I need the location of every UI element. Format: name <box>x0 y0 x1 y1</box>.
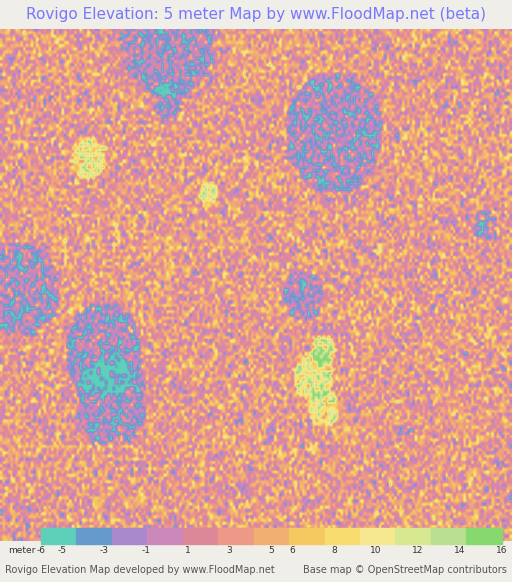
Text: -1: -1 <box>141 546 150 555</box>
Bar <box>183 528 218 544</box>
Bar <box>325 528 360 544</box>
Bar <box>289 528 325 544</box>
Text: 10: 10 <box>370 546 382 555</box>
Bar <box>395 528 431 544</box>
Text: Rovigo Elevation: 5 meter Map by www.FloodMap.net (beta): Rovigo Elevation: 5 meter Map by www.Flo… <box>26 7 486 22</box>
Text: meter: meter <box>9 546 36 555</box>
Bar <box>41 528 76 544</box>
Text: 8: 8 <box>331 546 337 555</box>
Text: 3: 3 <box>227 546 232 555</box>
Text: 14: 14 <box>454 546 465 555</box>
Bar <box>253 528 289 544</box>
Bar <box>360 528 395 544</box>
Text: Rovigo Elevation Map developed by www.FloodMap.net: Rovigo Elevation Map developed by www.Fl… <box>5 565 275 576</box>
Bar <box>218 528 253 544</box>
Bar <box>76 528 112 544</box>
Text: 16: 16 <box>496 546 507 555</box>
Text: 5: 5 <box>268 546 274 555</box>
Text: Base map © OpenStreetMap contributors: Base map © OpenStreetMap contributors <box>303 565 507 576</box>
Text: 1: 1 <box>185 546 190 555</box>
Text: 12: 12 <box>412 546 423 555</box>
Bar <box>466 528 502 544</box>
Text: -5: -5 <box>57 546 67 555</box>
Bar <box>431 528 466 544</box>
Bar <box>112 528 147 544</box>
Text: 6: 6 <box>289 546 295 555</box>
Bar <box>147 528 183 544</box>
Text: -6: -6 <box>36 546 46 555</box>
Text: -3: -3 <box>99 546 109 555</box>
